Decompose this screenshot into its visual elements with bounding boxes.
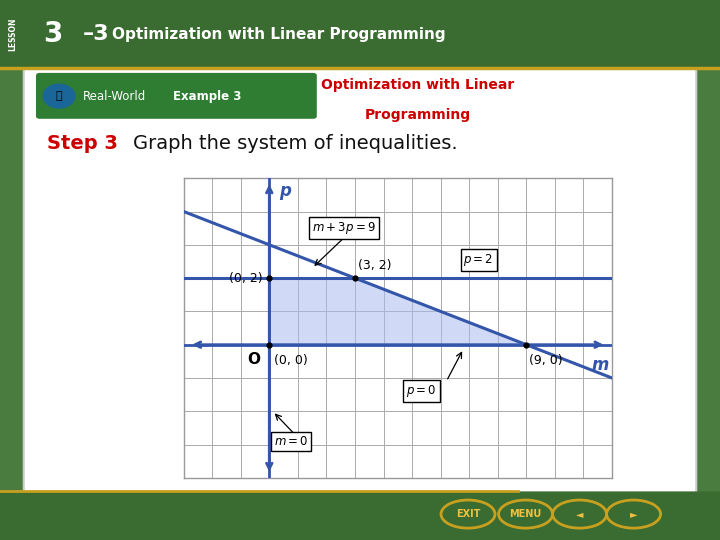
Text: Graph the system of inequalities.: Graph the system of inequalities.: [133, 133, 458, 153]
Text: ◄: ◄: [576, 509, 583, 519]
Text: $p = 0$: $p = 0$: [406, 383, 437, 399]
FancyBboxPatch shape: [24, 39, 696, 503]
Text: $m = 0$: $m = 0$: [274, 435, 308, 448]
Ellipse shape: [553, 500, 606, 528]
Text: m: m: [592, 356, 609, 374]
Text: (3, 2): (3, 2): [358, 259, 391, 272]
Polygon shape: [269, 278, 526, 345]
Ellipse shape: [441, 500, 495, 528]
FancyBboxPatch shape: [0, 0, 720, 68]
Text: Example 3: Example 3: [173, 90, 241, 103]
FancyBboxPatch shape: [36, 73, 317, 119]
Ellipse shape: [498, 500, 553, 528]
FancyBboxPatch shape: [0, 491, 720, 540]
Text: EXIT: EXIT: [456, 509, 480, 519]
Text: $p = 2$: $p = 2$: [464, 252, 494, 268]
Text: –3: –3: [83, 24, 109, 44]
Text: 🌐: 🌐: [55, 91, 63, 101]
Text: $m + 3p = 9$: $m + 3p = 9$: [312, 220, 376, 236]
Text: (0, 0): (0, 0): [274, 354, 307, 367]
Ellipse shape: [606, 500, 661, 528]
Text: Programming: Programming: [364, 108, 471, 122]
Circle shape: [43, 84, 75, 108]
Text: Real-World: Real-World: [83, 90, 146, 103]
Text: MENU: MENU: [510, 509, 541, 519]
Text: ►: ►: [630, 509, 637, 519]
Text: Optimization with Linear Programming: Optimization with Linear Programming: [112, 26, 445, 42]
Text: O: O: [247, 352, 260, 367]
Text: Optimization with Linear: Optimization with Linear: [321, 78, 514, 92]
Text: p: p: [279, 181, 291, 200]
Text: LESSON: LESSON: [9, 17, 17, 51]
Text: Step 3: Step 3: [47, 133, 117, 153]
Text: 3: 3: [43, 20, 63, 48]
Text: (9, 0): (9, 0): [529, 354, 563, 367]
Text: (0, 2): (0, 2): [228, 272, 262, 285]
